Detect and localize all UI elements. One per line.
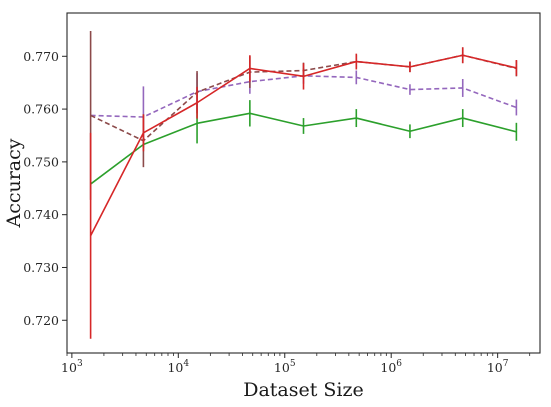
series-line xyxy=(89,54,517,237)
series-0 xyxy=(90,100,518,185)
y-tick-label: 0.760 xyxy=(23,102,59,117)
x-tick-label: 103 xyxy=(61,359,83,375)
x-tick-base: 10 xyxy=(487,360,503,375)
x-tick-base: 10 xyxy=(274,360,290,375)
x-tick-base: 10 xyxy=(380,360,396,375)
y-tick-label: 0.750 xyxy=(23,154,59,169)
x-axis: 103 104 105 106 107 xyxy=(61,353,531,375)
series-line xyxy=(90,112,517,185)
y-tick-label: 0.730 xyxy=(23,260,59,275)
x-tick-exponent: 7 xyxy=(503,359,509,369)
x-axis-label: Dataset Size xyxy=(243,379,364,401)
x-tick-exponent: 5 xyxy=(290,359,296,369)
x-tick-label: 105 xyxy=(274,359,296,375)
series-3 xyxy=(89,47,518,339)
x-tick-exponent: 3 xyxy=(77,359,83,369)
y-tick-label: 0.770 xyxy=(23,49,59,64)
x-tick-exponent: 6 xyxy=(396,359,402,369)
y-tick-label: 0.740 xyxy=(23,207,59,222)
x-tick-label: 106 xyxy=(380,359,402,375)
x-tick-label: 104 xyxy=(167,359,189,375)
x-tick-base: 10 xyxy=(61,360,77,375)
y-axis: 0.720 0.730 0.740 0.750 0.760 0.770 xyxy=(23,49,67,328)
y-tick-label: 0.720 xyxy=(23,313,59,328)
plot-frame xyxy=(66,12,541,354)
x-tick-exponent: 4 xyxy=(183,359,189,369)
y-axis-label: Accuracy xyxy=(3,138,25,228)
x-tick-base: 10 xyxy=(167,360,183,375)
x-tick-label: 107 xyxy=(487,359,509,375)
series-layer xyxy=(89,30,518,339)
